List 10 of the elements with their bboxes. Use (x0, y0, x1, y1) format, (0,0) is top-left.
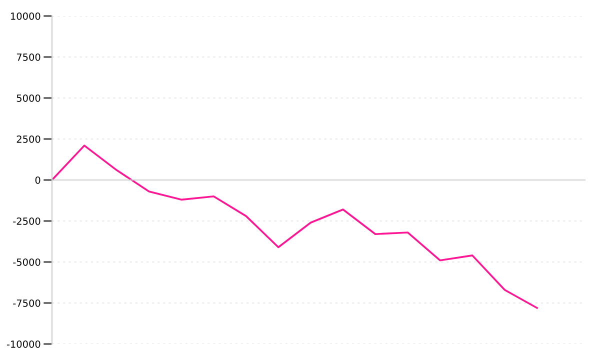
y-tick-label: 2500 (16, 135, 40, 143)
y-tick-label: -5000 (13, 258, 40, 266)
y-tick-label: 10000 (11, 12, 40, 20)
y-tick-label: -7500 (13, 299, 40, 307)
y-tick-label: 0 (35, 176, 40, 184)
y-tick-label: -2500 (13, 217, 40, 225)
line-series (52, 144, 538, 309)
y-tick-label: 5000 (16, 94, 40, 102)
y-tick-label: 7500 (16, 53, 40, 61)
y-tick-label: -10000 (6, 340, 40, 348)
